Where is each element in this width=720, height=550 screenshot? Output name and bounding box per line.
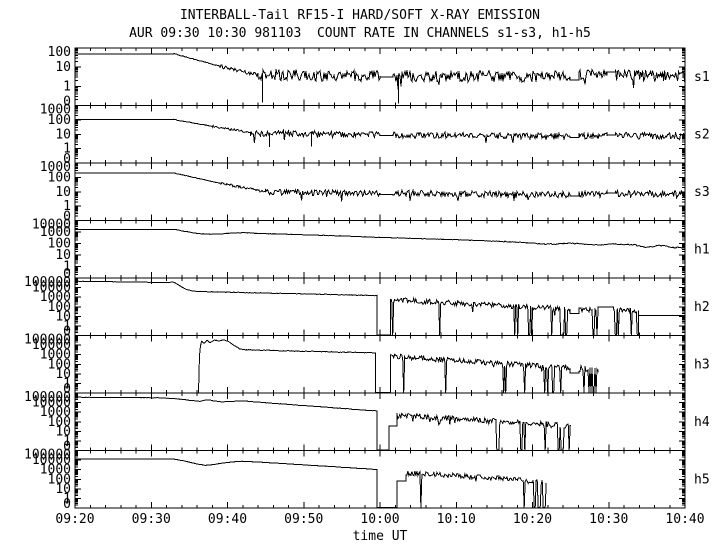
xtick-label: 10:40	[665, 512, 704, 527]
xtick-label: 09:20	[55, 512, 94, 527]
ytick-label-h2: 100000	[24, 275, 71, 290]
ytick-label-h5: 10	[55, 482, 71, 497]
ytick-label-h3: 100	[48, 357, 71, 372]
ytick-label-h2: 0	[63, 325, 71, 340]
trace-h3	[198, 339, 599, 393]
xtick-label: 10:10	[437, 512, 476, 527]
plot-panels: 1001010s110001001010s210001001010s310000…	[24, 45, 710, 527]
x-axis-label: time UT	[353, 529, 408, 544]
ytick-label-h5: 0	[63, 497, 71, 512]
trace-h5	[75, 458, 547, 508]
ytick-label-s3: 0	[63, 210, 71, 225]
xtick-label: 10:20	[513, 512, 552, 527]
panel-label-s1: s1	[694, 70, 710, 85]
xtick-label: 10:30	[589, 512, 628, 527]
ytick-label-s1: 1	[63, 79, 71, 94]
chart-subtitle: AUR 09:30 10:30 981103 COUNT RATE IN CHA…	[129, 26, 591, 41]
ytick-label-h2: 1	[63, 319, 71, 334]
ytick-label-h5: 10000	[32, 453, 71, 468]
xtick-label: 10:00	[360, 512, 399, 527]
panel-label-s3: s3	[694, 185, 710, 200]
ytick-label-s1: 0	[63, 95, 71, 110]
ytick-label-h3: 10000	[32, 338, 71, 353]
ytick-label-h2: 100	[48, 300, 71, 315]
panel-label-h4: h4	[694, 415, 710, 430]
ytick-label-s2: 1000	[40, 103, 71, 118]
ytick-label-h4: 0	[63, 440, 71, 455]
panel-label-h3: h3	[694, 357, 710, 372]
panel-border-s3	[74, 162, 686, 221]
chart-title: INTERBALL-Tail RF15-I HARD/SOFT X-RAY EM…	[180, 8, 540, 23]
ytick-label-h3: 0	[63, 382, 71, 397]
ytick-label-h3: 10	[55, 367, 71, 382]
ytick-label-h4: 100000	[24, 390, 71, 405]
ytick-label-s3: 1	[63, 199, 71, 214]
ytick-label-h1: 1000	[40, 225, 71, 240]
ytick-label-s1: 10	[55, 60, 71, 75]
ytick-label-h3: 1	[63, 376, 71, 391]
trace-s2	[75, 118, 686, 148]
panel-border-h2	[74, 277, 686, 336]
ytick-label-h1: 0	[63, 267, 71, 282]
ytick-label-h1: 10	[55, 248, 71, 263]
ytick-label-h3: 1000	[40, 348, 71, 363]
ytick-label-h2: 10000	[32, 281, 71, 296]
panel-label-s2: s2	[694, 127, 710, 142]
trace-h1	[75, 228, 686, 249]
ytick-label-h4: 10	[55, 424, 71, 439]
ytick-label-s3: 100	[48, 170, 71, 185]
ytick-label-h4: 1000	[40, 405, 71, 420]
ytick-label-h3: 100000	[24, 333, 71, 348]
trace-s1	[75, 52, 686, 104]
ytick-label-h4: 100	[48, 415, 71, 430]
ytick-label-s2: 0	[63, 152, 71, 167]
ytick-label-h5: 100000	[24, 448, 71, 463]
ytick-label-h4: 10000	[32, 396, 71, 411]
xtick-label: 09:50	[284, 512, 323, 527]
ytick-label-h2: 10	[55, 309, 71, 324]
ytick-label-h1: 1	[63, 260, 71, 275]
ytick-label-s2: 100	[48, 113, 71, 128]
trace-s3	[75, 172, 686, 202]
panel-border-h3	[74, 335, 686, 394]
ytick-label-h5: 1	[63, 491, 71, 506]
ytick-label-h1: 100	[48, 237, 71, 252]
panel-label-h2: h2	[694, 300, 710, 315]
ytick-label-s3: 1000	[40, 160, 71, 175]
xtick-label: 09:30	[132, 512, 171, 527]
panel-label-h1: h1	[694, 242, 710, 257]
ytick-label-h2: 1000	[40, 290, 71, 305]
ytick-label-s2: 1	[63, 142, 71, 157]
xtick-label: 09:40	[208, 512, 247, 527]
ytick-label-s3: 10	[55, 185, 71, 200]
ytick-label-h1: 10000	[32, 218, 71, 233]
ytick-label-h5: 1000	[40, 463, 71, 478]
ytick-label-s2: 10	[55, 127, 71, 142]
trace-h4	[74, 396, 572, 451]
panel-border-h4	[74, 392, 686, 451]
panel-label-h5: h5	[694, 472, 710, 487]
ytick-label-s1: 100	[48, 45, 71, 60]
ytick-label-h5: 100	[48, 472, 71, 487]
trace-h2	[75, 280, 685, 336]
ytick-label-h4: 1	[63, 434, 71, 449]
